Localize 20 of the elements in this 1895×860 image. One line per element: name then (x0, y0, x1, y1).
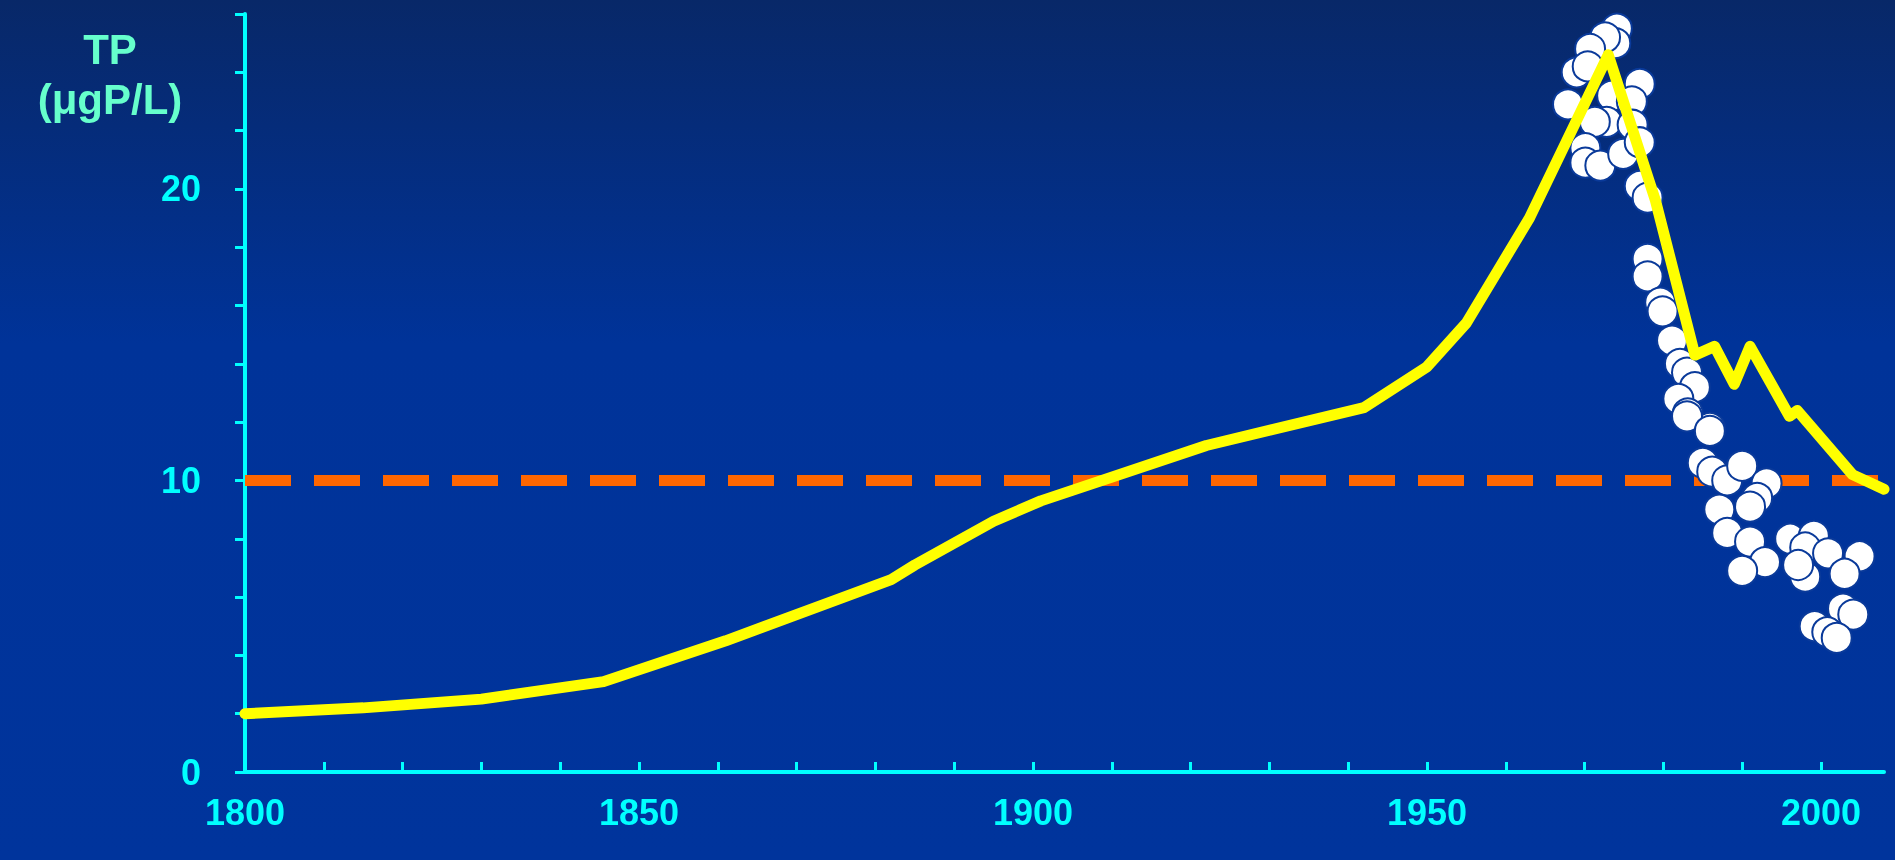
x-tick-label: 1800 (204, 791, 286, 833)
point (1837, 598, 1870, 631)
y-tick-label: 10 (160, 459, 201, 501)
x-tick-label: 2000 (1780, 791, 1862, 833)
y-tick-label: 0 (180, 751, 201, 793)
point (1820, 621, 1853, 654)
y-tick-label: 20 (160, 168, 201, 210)
x-tick-label: 1900 (992, 791, 1074, 833)
point (1782, 549, 1815, 581)
x-tick-label: 1950 (1386, 791, 1468, 833)
x-tick-label: 1850 (598, 791, 680, 833)
point (1631, 260, 1664, 293)
point (1726, 449, 1759, 482)
point (1726, 554, 1759, 587)
point (1734, 490, 1767, 523)
point (1584, 149, 1617, 182)
point (1828, 557, 1861, 590)
point (1646, 295, 1679, 328)
y-axis-title: TP (μgP/L) (37, 25, 183, 123)
point (1812, 537, 1845, 570)
